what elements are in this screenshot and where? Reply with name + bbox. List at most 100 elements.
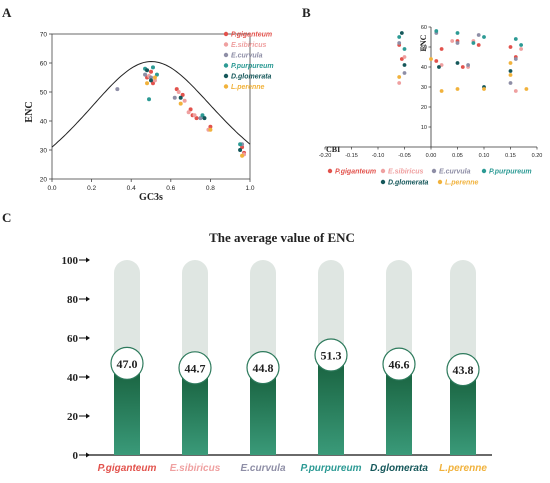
panel-c-value-label-e-sibiricus: 44.7 xyxy=(185,361,206,375)
panel-a-point-p-giganteum xyxy=(180,92,185,97)
panel-b-y-tick-label: 30 xyxy=(421,85,427,91)
panel-a-legend-marker-e-curvula xyxy=(223,52,229,58)
panel-c-category-label-p-purpureum: P.purpureum xyxy=(301,463,362,474)
panel-a-legend-label-l-perenne: L.perenne xyxy=(231,84,265,91)
panel-b-y-tick-label: 40 xyxy=(421,65,427,71)
panel-a-point-p-giganteum xyxy=(149,69,153,74)
panel-c-category-label-e-sibiricus: E.sibiricus xyxy=(170,463,221,474)
panel-b-point-e-curvula xyxy=(455,41,460,45)
panel-b-point-l-perenne xyxy=(508,73,513,77)
panel-a-point-d-glomerata xyxy=(238,148,243,152)
panel-b-legend-marker-p-purpureum xyxy=(481,168,487,174)
panel-c-category-label-l-perenne: L.perenne xyxy=(439,463,487,474)
panel-a-legend-marker-p-giganteum xyxy=(223,31,229,37)
panel-b-point-p-purpureum xyxy=(519,43,523,47)
panel-b-legend-label-p-giganteum: P.giganteum xyxy=(335,169,376,176)
panel-a-point-l-perenne xyxy=(240,153,245,158)
panel-b-point-e-sibiricus xyxy=(397,81,402,85)
panel-b-legend-marker-e-curvula xyxy=(431,168,437,174)
panel-b-x-axis-label: CBI xyxy=(326,145,340,154)
panel-b-y-axis-label: ENC xyxy=(419,34,428,51)
panel-a-point-l-perenne xyxy=(145,81,150,86)
panel-label-c: C xyxy=(2,210,11,225)
panel-b-point-e-curvula xyxy=(476,33,481,37)
panel-b-point-p-purpureum xyxy=(455,31,460,35)
panel-a-legend-marker-d-glomerata xyxy=(223,73,229,79)
panel-b-point-e-curvula xyxy=(508,81,513,85)
panel-b-point-e-sibiricus xyxy=(519,47,523,51)
panel-a-point-d-glomerata xyxy=(178,95,183,100)
panel-a-point-d-glomerata xyxy=(202,116,207,121)
panel-c-y-tick-label: 0 xyxy=(73,450,79,462)
panel-b-point-p-giganteum xyxy=(399,57,404,61)
panel-c-y-tick-label: 40 xyxy=(67,372,79,384)
panel-b-point-l-perenne xyxy=(397,75,402,79)
panel-a-legend-label-p-purpureum: P.purpureum xyxy=(231,63,274,70)
panel-a-point-p-giganteum xyxy=(150,81,155,86)
panel-b-legend-label-p-purpureum: P.purpureum xyxy=(489,169,532,176)
panel-a-point-l-perenne xyxy=(178,101,183,106)
panel-b-point-p-purpureum xyxy=(482,35,486,39)
panel-a-plot-frame xyxy=(51,33,251,180)
panel-a-x-axis-label: GC3s xyxy=(139,192,163,203)
panel-b-x-tick-label: 0.05 xyxy=(452,153,463,159)
panel-c-value-badge-p-purpureum xyxy=(314,338,348,372)
panel-a-point-l-perenne xyxy=(208,127,213,132)
panel-c-value-badge-p-giganteum xyxy=(110,346,144,380)
panel-c-value-badge-e-sibiricus xyxy=(178,351,212,385)
panel-a-point-p-giganteum xyxy=(194,116,199,121)
panel-c-y-tick-arrowhead xyxy=(86,296,90,302)
panel-a-point-p-purpureum xyxy=(200,113,205,118)
panel-a-y-axis-label: ENC xyxy=(24,101,35,122)
panel-c-category-label-p-giganteum: P.giganteum xyxy=(98,463,157,474)
panel-b-legend-label-e-curvula: E.curvula xyxy=(439,169,471,176)
panel-b-point-d-glomerata xyxy=(437,65,441,69)
panel-a-y-tick-label: 60 xyxy=(40,61,48,68)
panel-b-legend-marker-d-glomerata xyxy=(380,179,386,185)
panel-c-value-label-d-glomerata: 46.6 xyxy=(389,358,410,372)
panel-c-value-label-p-purpureum: 51.3 xyxy=(321,348,342,362)
panel-b-enc-cbi-plot: -0.20 -0.15 -0.10 -0.05 0.00 0.05 0.10 0.15 0.20… xyxy=(319,25,543,187)
panel-a-point-e-curvula xyxy=(198,116,203,121)
panel-b-legend-marker-l-perenne xyxy=(437,179,443,185)
panel-a-point-p-purpureum xyxy=(147,97,152,102)
panel-c-value-label-p-giganteum: 47.0 xyxy=(117,357,138,371)
panel-a-point-e-sibiricus xyxy=(176,90,181,94)
panel-c-value-badge-l-perenne xyxy=(446,352,480,387)
panel-b-point-l-perenne xyxy=(482,87,486,91)
panel-b-x-tick-label: 0.00 xyxy=(426,153,437,159)
panel-c-value-badge-d-glomerata xyxy=(382,347,416,381)
panel-c-y-tick-arrowhead xyxy=(86,452,90,458)
panel-b-point-e-curvula xyxy=(397,41,402,45)
panel-b-x-tick-label: 0.20 xyxy=(532,153,543,159)
panel-c-y-tick-label: 80 xyxy=(67,294,79,306)
panel-b-point-p-giganteum xyxy=(476,43,481,47)
panel-b-point-p-purpureum xyxy=(471,41,476,45)
panel-b-point-p-giganteum xyxy=(508,45,513,49)
panel-a-point-l-perenne xyxy=(152,75,157,80)
panel-a-x-tick-label: 0.6 xyxy=(166,185,175,192)
panel-a-legend-label-e-sibiricus: E.sibiricus xyxy=(231,42,267,49)
panel-b-y-tick-label: 60 xyxy=(421,25,427,31)
panel-b-x-tick-label: -0.15 xyxy=(345,153,358,159)
panel-label-b: B xyxy=(302,5,311,20)
panel-b-legend-label-l-perenne: L.perenne xyxy=(445,180,479,187)
panel-a-legend-marker-l-perenne xyxy=(223,84,229,89)
panel-a-point-e-sibiricus xyxy=(152,78,157,83)
panel-a-x-tick-label: 1.0 xyxy=(245,185,254,192)
panel-a-x-tick-label: 0.0 xyxy=(47,185,56,192)
panel-b-legend-label-e-sibiricus: E.sibiricus xyxy=(388,169,424,176)
panel-b-legend-marker-p-giganteum xyxy=(327,168,333,174)
panel-b-x-tick-label: -0.05 xyxy=(398,153,411,159)
panel-a-point-e-sibiricus xyxy=(192,113,197,118)
panel-c-value-badge-e-curvula xyxy=(246,351,280,385)
panel-a-point-p-giganteum xyxy=(188,107,193,112)
panel-a-legend-marker-e-sibiricus xyxy=(223,42,229,47)
panel-b-y-tick-label: 20 xyxy=(421,105,427,111)
panel-c-y-tick-label: 20 xyxy=(67,411,79,423)
panel-a-legend-label-e-curvula: E.curvula xyxy=(231,53,263,60)
panel-b-point-l-perenne xyxy=(429,57,433,61)
panel-a-legend-label-p-giganteum: P.giganteum xyxy=(231,32,272,39)
panel-a-point-e-sibiricus xyxy=(182,98,187,103)
panel-b-x-tick-label: -0.10 xyxy=(372,153,385,159)
